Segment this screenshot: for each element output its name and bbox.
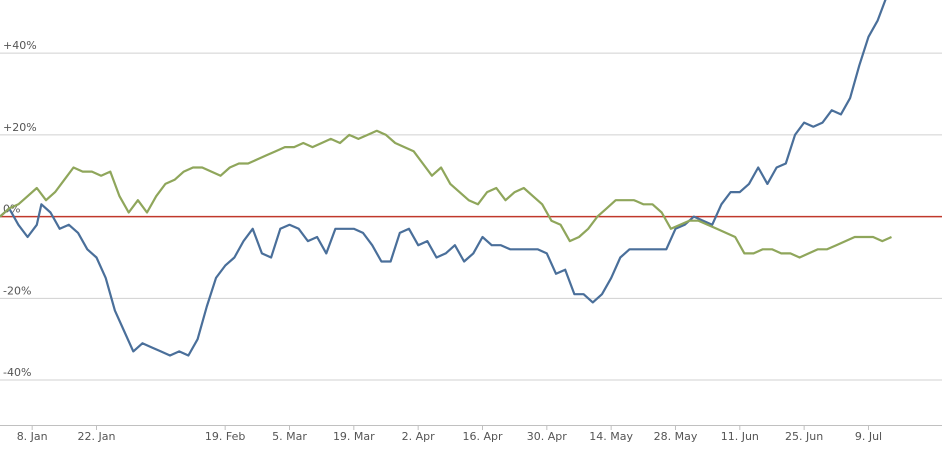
y-tick-label: -40% bbox=[3, 366, 31, 379]
y-tick-label: +20% bbox=[3, 121, 37, 134]
x-tick-label: 19. Mar bbox=[333, 430, 375, 443]
x-tick-label: 28. May bbox=[654, 430, 698, 443]
horizontal-gridlines bbox=[0, 52, 942, 381]
series-line-2 bbox=[0, 129, 892, 259]
x-tick-label: 11. Jun bbox=[721, 430, 759, 443]
y-tick-label: +40% bbox=[3, 39, 37, 52]
x-tick-label: 9. Jul bbox=[855, 430, 882, 443]
chart-series bbox=[0, 0, 892, 357]
x-tick-label: 2. Apr bbox=[402, 430, 435, 443]
x-tick-label: 5. Mar bbox=[272, 430, 307, 443]
x-axis-ticks: 8. Jan 22. Jan 19. Feb 5. Mar 19. Mar 2. Apr 1… bbox=[17, 425, 882, 443]
series-line-1 bbox=[0, 0, 887, 357]
x-tick-label: 16. Apr bbox=[462, 430, 502, 443]
x-tick-label: 14. May bbox=[589, 430, 633, 443]
x-tick-label: 19. Feb bbox=[205, 430, 245, 443]
y-tick-label: -20% bbox=[3, 284, 31, 297]
x-tick-label: 30. Apr bbox=[527, 430, 567, 443]
x-tick-label: 22. Jan bbox=[78, 430, 116, 443]
x-tick-label: 8. Jan bbox=[17, 430, 48, 443]
x-tick-label: 25. Jun bbox=[785, 430, 823, 443]
y-axis-tick-labels: +40%+20%0%-20%-40% bbox=[3, 39, 37, 379]
